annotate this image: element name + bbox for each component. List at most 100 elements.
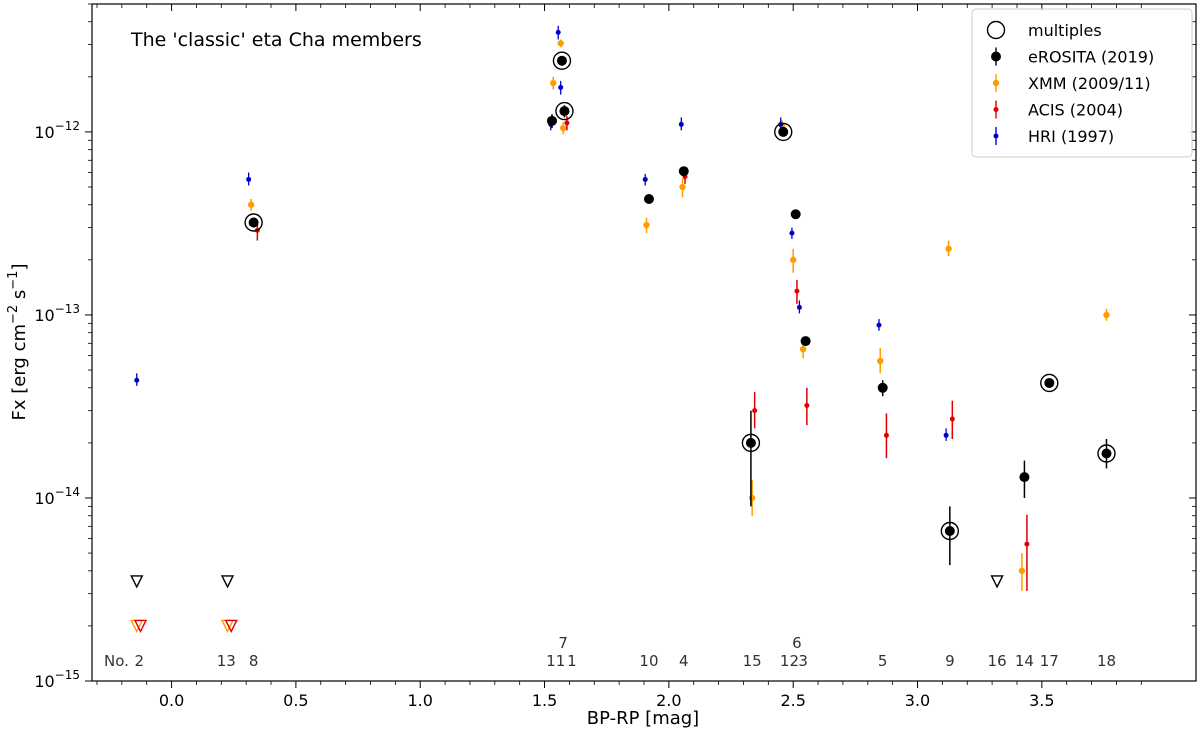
x-tick-label: 0.5 [283, 691, 308, 710]
xmm-point [679, 183, 686, 191]
upper-limit-marker [990, 575, 1004, 589]
x-tick-label: 1.0 [407, 691, 432, 710]
erosita-point [778, 126, 789, 137]
x-axis-title: BP-RP [mag] [587, 708, 699, 729]
xmm-point [945, 245, 952, 252]
erosita-point [1044, 377, 1055, 388]
acis-point [804, 403, 810, 409]
star-number-label: 3 [798, 652, 808, 670]
y-axis-title-part: s [9, 290, 30, 305]
xmm-point [247, 201, 255, 208]
xmm-point [643, 221, 650, 229]
xmm-point [799, 345, 807, 353]
acis-point [564, 120, 570, 126]
erosita-point [790, 209, 801, 220]
erosita-point [248, 217, 259, 228]
star-number-label: 11 [546, 652, 565, 670]
star-number-label: 1 [567, 652, 577, 670]
acis-point [883, 432, 889, 438]
hri-point [789, 230, 795, 236]
legend-box [971, 8, 1193, 158]
x-tick-label: 3.0 [905, 691, 930, 710]
hri-point [558, 84, 564, 90]
y-axis-title-group: Fx [erg cm−2 s−1] [6, 264, 30, 421]
legend-label-multiples: multiples [1028, 21, 1102, 40]
erosita-point [556, 55, 567, 66]
star-number-label: 8 [249, 652, 259, 670]
erosita-point [678, 166, 689, 177]
star-number-prefix: No. [104, 652, 129, 670]
star-number-label: 16 [988, 652, 1007, 670]
upper-limit-marker [130, 575, 144, 589]
y-tick-exponent: −12 [55, 119, 80, 133]
erosita-point [547, 115, 557, 126]
upper-limit-marker [224, 619, 238, 633]
x-tick-label: 2.5 [780, 691, 805, 710]
y-tick-exponent: −13 [55, 302, 80, 316]
chart-title: The 'classic' eta Cha members [130, 29, 422, 51]
multiple-marker [552, 51, 572, 70]
multiple-marker [555, 101, 574, 121]
acis-point [794, 288, 800, 294]
erosita-point [1101, 448, 1112, 459]
upper-limit-marker [133, 619, 148, 633]
erosita-point [745, 437, 756, 448]
legend-marker-erosita [991, 51, 1001, 62]
legend-label-hri: HRI (1997) [1028, 127, 1114, 146]
legend-marker-multiples [986, 20, 1006, 40]
hri-point [246, 176, 252, 182]
acis-point [752, 408, 758, 414]
star-number-label: 2 [134, 652, 144, 670]
y-axis-title-exponent: −1 [6, 271, 21, 290]
y-tick-exponent: −15 [55, 668, 80, 682]
x-tick-label: 3.5 [1029, 691, 1054, 710]
multiple-marker [940, 521, 960, 541]
star-number-label: 10 [639, 652, 658, 670]
multiple-marker [741, 433, 761, 453]
hri-point [134, 377, 140, 383]
x-tick-label: 1.5 [532, 691, 557, 710]
erosita-point [559, 106, 570, 117]
y-axis-title-exponent: −2 [6, 305, 21, 324]
axes: 0.0 0.5 1.0 1.5 2.0 2.5 3.0 3.510−1510−1410−131… [34, 3, 1197, 710]
xmm-point [550, 79, 557, 87]
multiple-marker [1097, 444, 1116, 463]
legend-label-erosita: eROSITA (2019) [1028, 48, 1154, 67]
legend: multiples eROSITA (2019) XMM (2009/11) ACIS… [971, 8, 1193, 158]
hri-point [642, 176, 648, 182]
xmm-point [557, 40, 564, 47]
legend-label-acis: ACIS (2004) [1028, 101, 1123, 120]
hri-point [943, 432, 949, 438]
multiple-marker [244, 213, 263, 232]
acis-point [949, 416, 955, 422]
xmm-point [1018, 567, 1026, 575]
erosita-point [800, 336, 811, 347]
multiple-marker [1040, 373, 1059, 393]
multiple-marker [774, 122, 793, 142]
xmm-point [559, 124, 567, 132]
xmm-point [877, 357, 884, 365]
xmm-point [789, 256, 797, 264]
y-axis-title: Fx [erg cm−2 s−1] [6, 264, 30, 421]
y-axis-title-part: Fx [erg cm [9, 324, 30, 421]
star-number-label: 13 [217, 652, 236, 670]
star-number-label: 7 [558, 634, 568, 652]
x-tick-label: 0.0 [159, 691, 184, 710]
erosita-point [944, 526, 955, 537]
legend-label-xmm: XMM (2009/11) [1028, 74, 1151, 93]
star-number-label: 12 [780, 652, 799, 670]
star-number-label: 18 [1097, 652, 1116, 670]
xmm-point [748, 494, 756, 502]
upper-limit-marker [220, 575, 235, 589]
legend-marker-hri [993, 133, 999, 139]
erosita-point [1019, 472, 1030, 483]
hri-point [555, 29, 561, 35]
legend-marker-xmm [992, 79, 1000, 87]
star-number-label: 6 [792, 634, 802, 652]
star-number-label: 5 [878, 652, 888, 670]
star-number-label: 14 [1015, 652, 1034, 670]
star-number-label: 17 [1040, 652, 1059, 670]
erosita-point [643, 194, 654, 205]
